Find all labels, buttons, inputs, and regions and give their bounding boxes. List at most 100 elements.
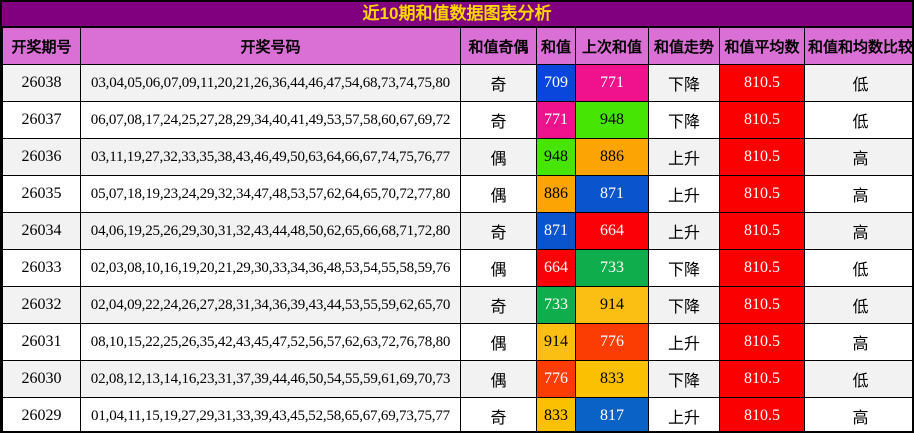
table-row: 26029 01,04,11,15,19,27,29,31,33,39,43,45… [2, 397, 912, 431]
table-row: 26036 03,11,19,27,32,33,35,38,43,46,49,50… [2, 138, 912, 176]
parity-cell: 偶 [460, 175, 537, 213]
prev-sum-cell: 733 [575, 249, 649, 287]
column-header-7: 和值和均数比较 [804, 27, 912, 65]
average-cell: 810.5 [719, 360, 805, 398]
table-row: 26033 02,03,08,10,16,19,20,21,29,30,33,34… [2, 249, 912, 287]
parity-cell: 奇 [460, 101, 537, 139]
compare-cell: 高 [804, 175, 912, 213]
parity-cell: 奇 [460, 397, 537, 431]
page-title: 近10期和值数据图表分析 [2, 2, 912, 27]
numbers-cell: 05,07,18,19,23,24,29,32,34,47,48,53,57,6… [80, 175, 461, 213]
sum-cell: 709 [536, 64, 576, 102]
average-cell: 810.5 [719, 212, 805, 250]
column-header-4: 上次和值 [575, 27, 649, 65]
numbers-cell: 02,08,12,13,14,16,23,31,37,39,44,46,50,5… [80, 360, 461, 398]
table-row: 26038 03,04,05,06,07,09,11,20,21,26,36,44… [2, 64, 912, 102]
sum-cell: 948 [536, 138, 576, 176]
trend-cell: 下降 [648, 249, 720, 287]
column-header-2: 和值奇偶 [460, 27, 537, 65]
sum-cell: 886 [536, 175, 576, 213]
prev-sum-cell: 948 [575, 101, 649, 139]
numbers-cell: 03,11,19,27,32,33,35,38,43,46,49,50,63,6… [80, 138, 461, 176]
parity-cell: 奇 [460, 286, 537, 324]
column-header-5: 和值走势 [648, 27, 720, 65]
sum-cell: 871 [536, 212, 576, 250]
period-cell: 26031 [2, 323, 81, 361]
period-cell: 26030 [2, 360, 81, 398]
prev-sum-cell: 871 [575, 175, 649, 213]
prev-sum-cell: 833 [575, 360, 649, 398]
compare-cell: 高 [804, 138, 912, 176]
parity-cell: 奇 [460, 64, 537, 102]
prev-sum-cell: 776 [575, 323, 649, 361]
parity-cell: 偶 [460, 323, 537, 361]
compare-cell: 高 [804, 212, 912, 250]
table-row: 26034 04,06,19,25,26,29,30,31,32,43,44,48… [2, 212, 912, 250]
period-cell: 26034 [2, 212, 81, 250]
column-header-1: 开奖号码 [80, 27, 461, 65]
period-cell: 26029 [2, 397, 81, 431]
average-cell: 810.5 [719, 175, 805, 213]
compare-cell: 低 [804, 360, 912, 398]
trend-cell: 下降 [648, 360, 720, 398]
numbers-cell: 06,07,08,17,24,25,27,28,29,34,40,41,49,5… [80, 101, 461, 139]
prev-sum-cell: 664 [575, 212, 649, 250]
table-row: 26031 08,10,15,22,25,26,35,42,43,45,47,52… [2, 323, 912, 361]
sum-cell: 776 [536, 360, 576, 398]
trend-cell: 下降 [648, 101, 720, 139]
parity-cell: 奇 [460, 212, 537, 250]
average-cell: 810.5 [719, 323, 805, 361]
average-cell: 810.5 [719, 286, 805, 324]
sum-cell: 833 [536, 397, 576, 431]
column-header-0: 开奖期号 [2, 27, 81, 65]
sum-cell: 664 [536, 249, 576, 287]
numbers-cell: 02,03,08,10,16,19,20,21,29,30,33,34,36,4… [80, 249, 461, 287]
period-cell: 26038 [2, 64, 81, 102]
table-row: 26030 02,08,12,13,14,16,23,31,37,39,44,46… [2, 360, 912, 398]
header-row: 开奖期号 开奖号码 和值奇偶 和值 上次和值 和值走势 和值平均数 和值和均数比较 [2, 27, 912, 65]
average-cell: 810.5 [719, 249, 805, 287]
period-cell: 26032 [2, 286, 81, 324]
compare-cell: 低 [804, 101, 912, 139]
prev-sum-cell: 914 [575, 286, 649, 324]
trend-cell: 上升 [648, 323, 720, 361]
prev-sum-cell: 817 [575, 397, 649, 431]
trend-cell: 上升 [648, 138, 720, 176]
average-cell: 810.5 [719, 101, 805, 139]
prev-sum-cell: 886 [575, 138, 649, 176]
sum-cell: 733 [536, 286, 576, 324]
sum-analysis-table: 开奖期号 开奖号码 和值奇偶 和值 上次和值 和值走势 和值平均数 和值和均数比较 26038… [2, 27, 912, 431]
period-cell: 26037 [2, 101, 81, 139]
parity-cell: 偶 [460, 138, 537, 176]
compare-cell: 低 [804, 64, 912, 102]
sum-cell: 771 [536, 101, 576, 139]
compare-cell: 高 [804, 397, 912, 431]
period-cell: 26033 [2, 249, 81, 287]
numbers-cell: 02,04,09,22,24,26,27,28,31,34,36,39,43,4… [80, 286, 461, 324]
average-cell: 810.5 [719, 397, 805, 431]
period-cell: 26036 [2, 138, 81, 176]
parity-cell: 偶 [460, 360, 537, 398]
numbers-cell: 01,04,11,15,19,27,29,31,33,39,43,45,52,5… [80, 397, 461, 431]
table-body: 26038 03,04,05,06,07,09,11,20,21,26,36,44… [2, 64, 912, 431]
sum-cell: 914 [536, 323, 576, 361]
table-row: 26035 05,07,18,19,23,24,29,32,34,47,48,53… [2, 175, 912, 213]
numbers-cell: 08,10,15,22,25,26,35,42,43,45,47,52,56,5… [80, 323, 461, 361]
compare-cell: 低 [804, 249, 912, 287]
parity-cell: 偶 [460, 249, 537, 287]
numbers-cell: 04,06,19,25,26,29,30,31,32,43,44,48,50,6… [80, 212, 461, 250]
period-cell: 26035 [2, 175, 81, 213]
compare-cell: 高 [804, 323, 912, 361]
table-row: 26037 06,07,08,17,24,25,27,28,29,34,40,41… [2, 101, 912, 139]
numbers-cell: 03,04,05,06,07,09,11,20,21,26,36,44,46,4… [80, 64, 461, 102]
trend-cell: 下降 [648, 64, 720, 102]
compare-cell: 低 [804, 286, 912, 324]
trend-cell: 下降 [648, 286, 720, 324]
column-header-6: 和值平均数 [719, 27, 805, 65]
average-cell: 810.5 [719, 64, 805, 102]
average-cell: 810.5 [719, 138, 805, 176]
trend-cell: 上升 [648, 397, 720, 431]
trend-cell: 上升 [648, 212, 720, 250]
trend-cell: 上升 [648, 175, 720, 213]
